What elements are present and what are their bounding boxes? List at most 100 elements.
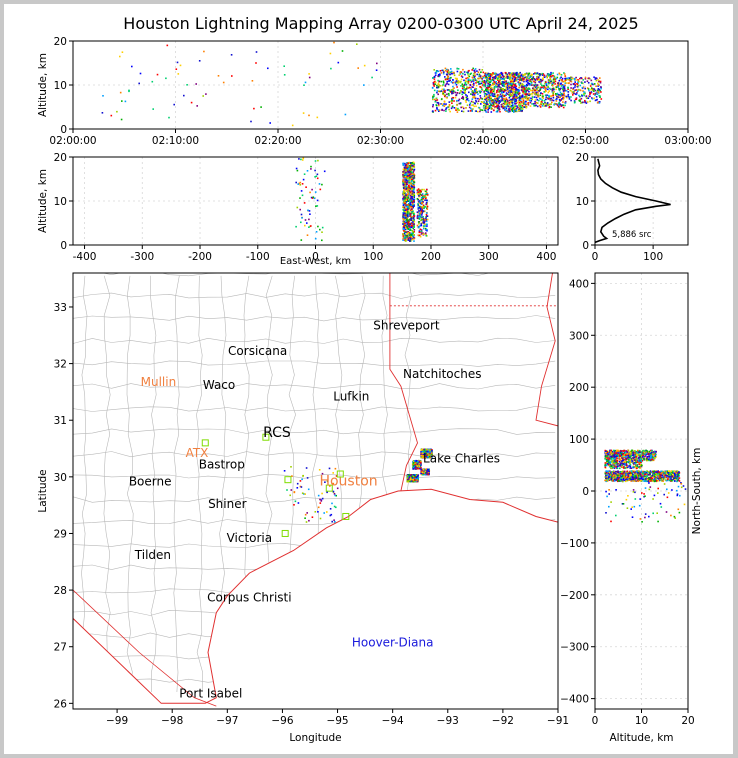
- time-height-source: [600, 86, 602, 89]
- time-height-source: [498, 106, 501, 108]
- time-height-source: [540, 101, 542, 103]
- time-height-source: [434, 74, 437, 76]
- time-height-source: [496, 78, 499, 80]
- east-west-source: [411, 209, 413, 211]
- time-height-source: [510, 83, 513, 85]
- time-height-source: [450, 81, 453, 83]
- east-west-source: [402, 238, 404, 240]
- east-west-source: [308, 210, 311, 212]
- time-height-source: [563, 92, 565, 95]
- east-west-source: [418, 194, 420, 197]
- east-west-source: [408, 169, 411, 172]
- time-height-source: [554, 76, 556, 79]
- time-height-source: [464, 92, 466, 94]
- time-height-source: [503, 78, 505, 80]
- time-height-source: [476, 91, 478, 93]
- plan-view-source: [426, 449, 429, 451]
- time-height-source: [465, 88, 468, 90]
- time-height-source: [510, 104, 513, 107]
- time-height-source: [486, 108, 489, 110]
- east-west-source: [411, 173, 413, 176]
- east-west-source: [418, 226, 420, 228]
- time-height-source: [446, 93, 448, 96]
- time-height-source: [518, 86, 520, 89]
- east-west-source: [423, 225, 425, 227]
- east-west-source: [406, 235, 408, 237]
- east-west-source: [309, 213, 311, 215]
- time-height-source: [492, 103, 495, 105]
- east-west-source: [410, 224, 413, 227]
- east-west-source: [405, 209, 408, 211]
- time-height-source: [495, 84, 498, 86]
- east-west-source: [416, 189, 419, 191]
- time-height-source: [500, 76, 503, 78]
- time-height-source: [512, 110, 515, 112]
- time-height-source: [579, 89, 582, 92]
- time-height-source: [537, 94, 539, 96]
- time-height-source: [594, 99, 597, 102]
- time-height-source: [562, 84, 565, 87]
- time-height-source: [509, 77, 512, 79]
- east-west-source: [321, 239, 323, 242]
- time-height-panel: 02:00:00 02:10:00 02:20:00 02:30:00 02:40:00…: [37, 36, 712, 147]
- time-height-source: [484, 97, 486, 100]
- time-height-source: [179, 64, 182, 67]
- east-west-source: [421, 198, 424, 200]
- time-height-source: [553, 80, 555, 82]
- east-west-source: [421, 207, 423, 209]
- east-west-source: [407, 175, 409, 177]
- time-height-source: [544, 101, 546, 104]
- east-west-source: [413, 238, 415, 240]
- time-height-source: [518, 96, 520, 99]
- time-height-source: [492, 84, 494, 86]
- time-height-source: [517, 81, 520, 83]
- county-boundary: [73, 337, 556, 344]
- time-height-source: [490, 73, 493, 75]
- county-boundary: [150, 275, 157, 693]
- east-west-source: [306, 170, 309, 172]
- time-height-source: [524, 104, 527, 107]
- time-height-source: [506, 82, 509, 85]
- time-height-source: [507, 90, 509, 92]
- time-height-source: [556, 92, 559, 95]
- time-height-source: [593, 90, 595, 92]
- time-height-source: [110, 114, 113, 117]
- time-height-source: [474, 102, 476, 105]
- time-height-source: [482, 75, 484, 78]
- time-height-source: [598, 89, 600, 91]
- east-west-source: [405, 234, 407, 237]
- east-west-source: [421, 202, 424, 205]
- east-west-source: [407, 239, 409, 241]
- time-height-source: [462, 89, 465, 91]
- east-west-source: [405, 171, 407, 174]
- east-west-source: [411, 185, 414, 188]
- time-height-source: [491, 79, 494, 81]
- time-height-source: [479, 83, 482, 85]
- east-west-source: [419, 214, 421, 216]
- east-west-source: [425, 233, 427, 236]
- east-west-source: [413, 203, 415, 206]
- east-west-source: [404, 236, 407, 238]
- time-height-source: [341, 50, 344, 52]
- time-height-source: [483, 83, 486, 85]
- east-west-source: [407, 208, 409, 210]
- time-height-source: [500, 89, 503, 92]
- plan-view-source: [409, 478, 412, 480]
- east-west-source: [409, 226, 412, 228]
- time-height-source: [452, 92, 454, 94]
- time-height-source: [438, 73, 441, 75]
- time-height-source: [487, 85, 489, 88]
- time-height-source: [538, 97, 541, 100]
- time-height-source: [505, 102, 508, 104]
- east-west-source: [409, 168, 411, 171]
- time-height-source: [478, 75, 480, 78]
- east-west-source: [413, 205, 415, 207]
- east-west-tick-label: -100: [246, 251, 270, 263]
- time-height-source: [491, 102, 493, 105]
- east-west-source: [406, 187, 409, 189]
- time-height-source: [528, 90, 530, 93]
- time-height-source: [518, 83, 520, 85]
- time-height-source: [514, 83, 517, 85]
- time-height-source: [508, 72, 510, 74]
